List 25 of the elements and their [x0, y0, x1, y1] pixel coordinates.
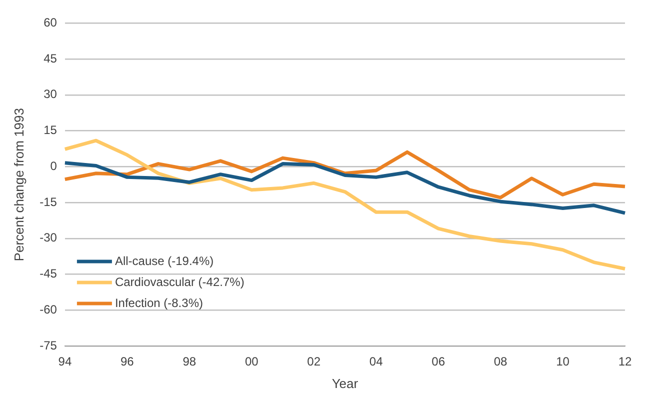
y-tick-label: 0	[50, 158, 58, 173]
x-axis-title: Year	[332, 376, 359, 391]
y-tick-label: -45	[40, 266, 58, 281]
y-tick-label: 45	[44, 51, 58, 66]
x-tick-label: 06	[432, 354, 446, 369]
x-tick-label: 12	[618, 354, 632, 369]
x-tick-label: 10	[556, 354, 570, 369]
y-tick-label: 15	[44, 123, 58, 138]
y-tick-label: 60	[44, 16, 58, 30]
x-tick-label: 04	[369, 354, 384, 369]
y-tick-label: -15	[40, 194, 58, 209]
x-tick-label: 02	[307, 354, 321, 369]
legend-label: Cardiovascular (-42.7%)	[114, 274, 244, 289]
y-tick-label: -75	[40, 338, 58, 352]
x-tick-label: 00	[244, 354, 259, 369]
y-tick-label: -60	[40, 302, 58, 316]
x-tick-label: 98	[182, 354, 196, 369]
x-tick-label: 96	[120, 354, 134, 369]
y-tick-label: -30	[40, 230, 58, 245]
y-axis-title: Percent change from 1993	[11, 108, 26, 262]
y-tick-label: 30	[44, 87, 58, 102]
legend-label: All-cause (-19.4%)	[114, 254, 214, 268]
x-tick-label: 94	[58, 354, 72, 369]
legend-label: Infection (-8.3%)	[114, 296, 203, 310]
x-tick-label: 08	[494, 354, 508, 369]
